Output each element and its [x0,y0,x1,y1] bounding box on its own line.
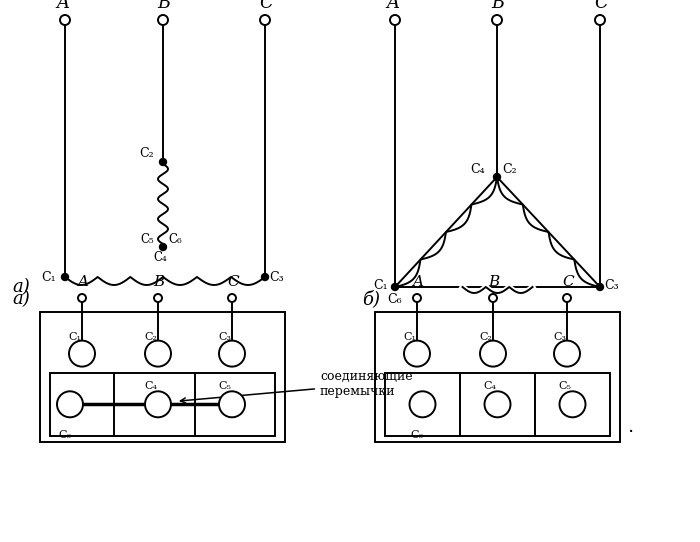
Circle shape [554,340,580,366]
Text: б): б) [362,290,380,308]
Text: C₄: C₄ [484,382,496,391]
Text: C₅: C₅ [140,233,153,246]
Circle shape [563,294,571,302]
Text: C₃: C₃ [604,279,619,292]
Circle shape [492,15,502,25]
Text: C₁: C₁ [403,332,416,341]
Text: C₆: C₆ [58,430,71,440]
Bar [385,372,460,436]
Text: а): а) [12,278,29,296]
Circle shape [219,391,245,417]
Circle shape [262,274,269,281]
Bar [50,372,275,436]
Bar [375,312,620,442]
Text: A: A [77,275,88,289]
Circle shape [413,294,421,302]
Text: C: C [259,0,273,12]
Text: C₂: C₂ [139,147,153,160]
Text: C₆: C₆ [168,233,182,246]
Circle shape [260,15,270,25]
Text: C₃: C₃ [269,271,284,284]
Circle shape [489,294,497,302]
Text: A: A [56,0,69,12]
Text: C: C [562,275,573,289]
Text: C₂: C₂ [502,163,517,176]
Circle shape [480,340,506,366]
Circle shape [391,283,398,291]
Text: C₁: C₁ [68,332,81,341]
Text: A: A [386,0,399,12]
Circle shape [57,391,83,417]
Circle shape [62,274,69,281]
Text: B: B [153,275,164,289]
Circle shape [404,340,430,366]
Circle shape [60,15,70,25]
Circle shape [390,15,400,25]
Circle shape [494,173,500,180]
Text: C₅: C₅ [218,382,231,391]
Text: B: B [157,0,170,12]
Circle shape [484,391,510,417]
Circle shape [154,294,162,302]
Circle shape [69,340,95,366]
Text: C: C [594,0,608,12]
Text: а): а) [12,290,29,308]
Text: соединяющие
перемычки: соединяющие перемычки [181,370,412,403]
Circle shape [160,158,167,165]
Circle shape [158,15,168,25]
Text: B: B [491,0,504,12]
Text: C₅: C₅ [559,382,571,391]
Circle shape [160,243,167,250]
Circle shape [410,391,435,417]
Circle shape [145,340,171,366]
Bar [535,372,610,436]
Text: C₄: C₄ [153,251,167,264]
Text: A: A [412,275,423,289]
Circle shape [596,283,603,291]
Text: C₂: C₂ [144,332,157,341]
Text: C₁: C₁ [373,279,388,292]
Text: C₆: C₆ [387,293,402,306]
Text: B: B [488,275,499,289]
Text: .: . [628,417,634,436]
Bar [460,372,535,436]
Text: C: C [227,275,239,289]
Circle shape [559,391,585,417]
Text: C₄: C₄ [144,382,157,391]
Circle shape [219,340,245,366]
Circle shape [595,15,605,25]
Circle shape [228,294,236,302]
Text: C₁: C₁ [41,271,55,284]
Circle shape [78,294,86,302]
Text: C₆: C₆ [410,430,424,440]
Text: C₃: C₃ [553,332,566,341]
Text: C₄: C₄ [470,163,484,176]
Text: C₂: C₂ [479,332,492,341]
Bar [40,312,285,442]
Circle shape [145,391,171,417]
Text: C₃: C₃ [218,332,231,341]
